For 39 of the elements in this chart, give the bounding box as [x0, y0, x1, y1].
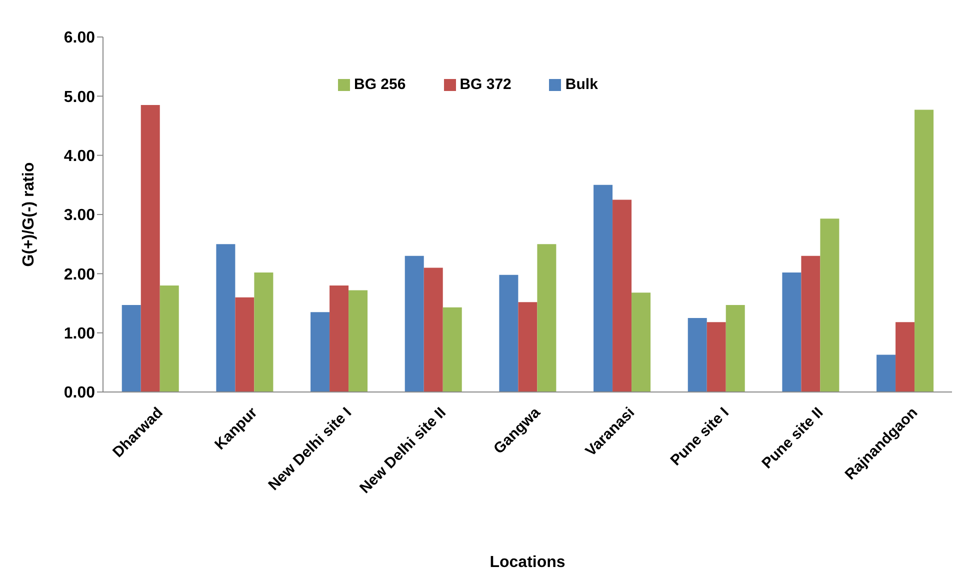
bar: [424, 268, 443, 392]
bar: [820, 218, 840, 392]
y-tick-label: 2.00: [64, 266, 96, 284]
bar: [254, 272, 274, 392]
bar: [706, 322, 726, 392]
bar: [122, 305, 141, 392]
bar: [594, 184, 613, 392]
bar: [310, 312, 330, 392]
bar: [782, 272, 802, 392]
bar: [876, 354, 896, 392]
bar: [612, 200, 632, 392]
legend-label: Bulk: [565, 76, 598, 93]
y-tick-label: 0.00: [64, 384, 96, 402]
bar: [160, 286, 179, 392]
bar: [442, 307, 462, 392]
legend-label: BG 372: [460, 76, 512, 93]
bar: [348, 290, 368, 392]
y-axis-title: G(+)/G(-) ratio: [20, 162, 38, 267]
y-tick-label: 3.00: [64, 207, 96, 224]
x-axis-title: Locations: [490, 554, 566, 571]
y-tick-label: 4.00: [64, 148, 96, 166]
bar: [896, 322, 915, 392]
bar: [330, 286, 349, 392]
legend-label: BG 256: [354, 76, 406, 93]
bar: [235, 297, 254, 392]
y-tick-label: 5.00: [64, 88, 96, 106]
bar: [140, 105, 160, 392]
y-tick-label: 6.00: [64, 30, 96, 47]
bar: [801, 256, 820, 392]
bar: [537, 244, 556, 392]
bar: [726, 305, 745, 392]
bar: [499, 274, 518, 392]
bar: [914, 110, 934, 392]
bar: [632, 292, 651, 392]
y-tick-label: 1.00: [64, 326, 96, 343]
bar: [404, 256, 424, 392]
bar: [518, 302, 538, 392]
bar: [688, 318, 707, 392]
bar: [216, 244, 236, 392]
